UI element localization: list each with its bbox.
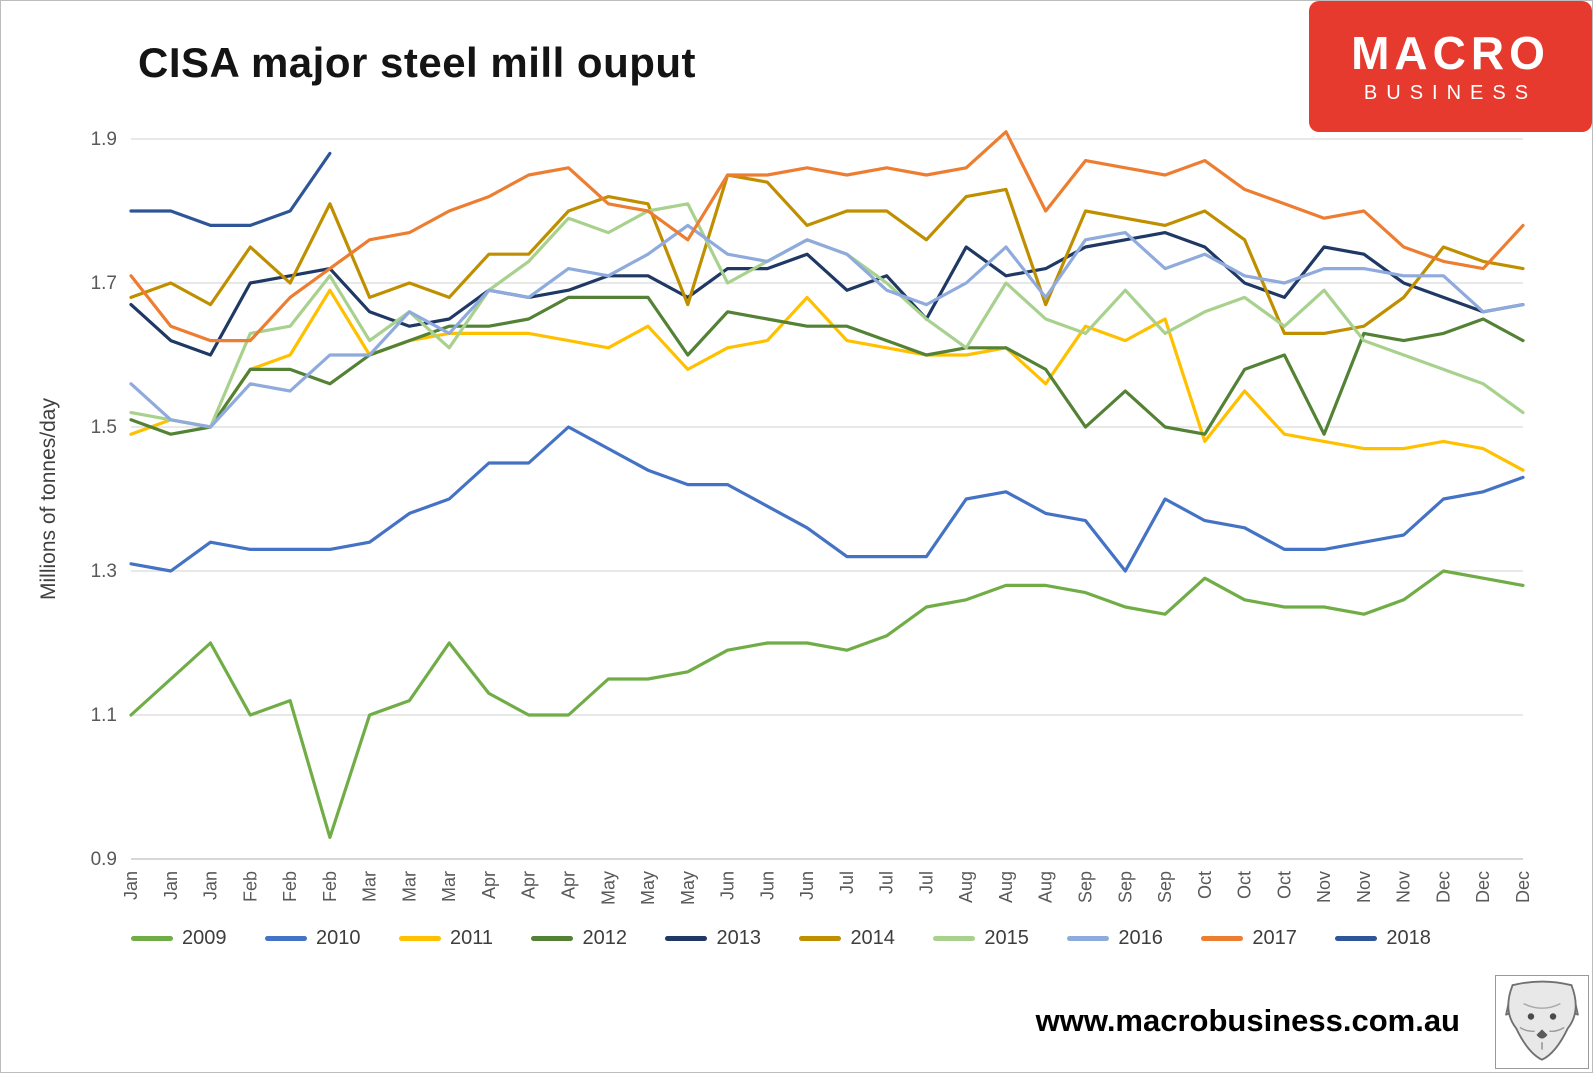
legend-item-2017: 2017: [1201, 927, 1297, 950]
legend-label: 2011: [449, 927, 493, 949]
svg-text:Oct: Oct: [1274, 871, 1294, 899]
svg-text:Feb: Feb: [280, 871, 300, 902]
legend-item-2014: 2014: [799, 927, 895, 950]
svg-text:Nov: Nov: [1394, 871, 1414, 903]
website-url: www.macrobusiness.com.au: [1035, 1003, 1460, 1038]
legend-swatch: [131, 936, 173, 941]
svg-text:Jun: Jun: [718, 871, 738, 900]
legend-swatch: [1335, 936, 1378, 941]
svg-text:Sep: Sep: [1115, 871, 1135, 903]
macrobusiness-logo: MACRO BUSINESS: [1309, 1, 1592, 132]
svg-text:Oct: Oct: [1235, 871, 1255, 899]
svg-text:1.5: 1.5: [91, 417, 117, 438]
legend-label: 2018: [1386, 927, 1431, 949]
legend-label: 2010: [315, 927, 361, 949]
legend-item-2013: 2013: [665, 927, 761, 950]
svg-text:Oct: Oct: [1195, 871, 1215, 899]
chart-title: CISA major steel mill ouput: [138, 39, 697, 86]
svg-text:Jun: Jun: [757, 871, 777, 900]
svg-text:Aug: Aug: [996, 871, 1016, 903]
svg-text:Aug: Aug: [1036, 871, 1056, 903]
legend-item-2016: 2016: [1067, 927, 1163, 950]
svg-text:May: May: [638, 871, 658, 905]
svg-text:Sep: Sep: [1155, 871, 1175, 903]
legend-swatch: [933, 936, 976, 941]
svg-text:Apr: Apr: [519, 871, 539, 899]
legend-swatch: [398, 936, 441, 941]
svg-text:1.1: 1.1: [91, 705, 117, 726]
legend-swatch: [1067, 936, 1110, 941]
legend-swatch: [531, 936, 574, 941]
logo-text-business: BUSINESS: [1363, 82, 1538, 104]
legend-label: 2016: [1118, 927, 1163, 949]
svg-text:May: May: [598, 871, 618, 905]
svg-text:Jul: Jul: [877, 871, 897, 894]
svg-text:Jul: Jul: [837, 871, 857, 894]
svg-text:Jan: Jan: [201, 871, 221, 900]
legend-label: 2013: [716, 927, 761, 949]
svg-text:Mar: Mar: [360, 871, 380, 902]
legend-item-2009: 2009: [131, 927, 227, 950]
svg-text:Jan: Jan: [121, 871, 141, 900]
legend-label: 2009: [182, 927, 227, 949]
legend-item-2018: 2018: [1335, 927, 1431, 950]
svg-text:Sep: Sep: [1076, 871, 1096, 903]
svg-text:Aug: Aug: [956, 871, 976, 903]
svg-text:Mar: Mar: [399, 871, 419, 902]
legend-item-2010: 2010: [264, 927, 361, 950]
wolf-icon: [1505, 980, 1579, 1061]
legend-label: 2015: [984, 927, 1029, 949]
svg-text:Nov: Nov: [1314, 871, 1334, 903]
legend-swatch: [665, 936, 708, 941]
legend-item-2012: 2012: [531, 927, 627, 950]
wolf-logo: [1495, 975, 1589, 1069]
svg-text:Jan: Jan: [161, 871, 181, 900]
svg-text:Dec: Dec: [1433, 871, 1453, 903]
legend-item-2011: 2011: [398, 927, 493, 950]
svg-text:Feb: Feb: [320, 871, 340, 902]
svg-text:Jun: Jun: [797, 871, 817, 900]
svg-text:0.9: 0.9: [91, 849, 117, 870]
svg-text:Apr: Apr: [558, 871, 578, 899]
svg-text:1.3: 1.3: [91, 561, 117, 582]
logo-text-macro: MACRO: [1351, 27, 1550, 79]
svg-text:Mar: Mar: [439, 871, 459, 902]
svg-text:1.7: 1.7: [91, 273, 117, 294]
legend-swatch: [264, 936, 307, 941]
svg-text:1.9: 1.9: [91, 129, 117, 150]
chart-legend: 2009 2010 2011 2012 2013 2014 2015 2016 2017 2018: [131, 927, 1431, 950]
legend-swatch: [1201, 936, 1244, 941]
line-chart: 0.9 1.1 1.3 1.5 1.7 1.9 Jan Jan Jan Feb Feb Feb Mar M…: [91, 129, 1533, 905]
svg-text:Nov: Nov: [1354, 871, 1374, 903]
svg-text:Dec: Dec: [1513, 871, 1533, 903]
svg-text:Feb: Feb: [240, 871, 260, 902]
legend-swatch: [799, 936, 842, 941]
svg-text:Dec: Dec: [1473, 871, 1493, 903]
legend-label: 2014: [850, 927, 895, 949]
legend-label: 2017: [1252, 927, 1297, 949]
svg-text:May: May: [678, 871, 698, 905]
svg-text:Jul: Jul: [916, 871, 936, 894]
svg-text:Apr: Apr: [479, 871, 499, 899]
legend-label: 2012: [582, 927, 627, 949]
legend-item-2015: 2015: [933, 927, 1029, 950]
